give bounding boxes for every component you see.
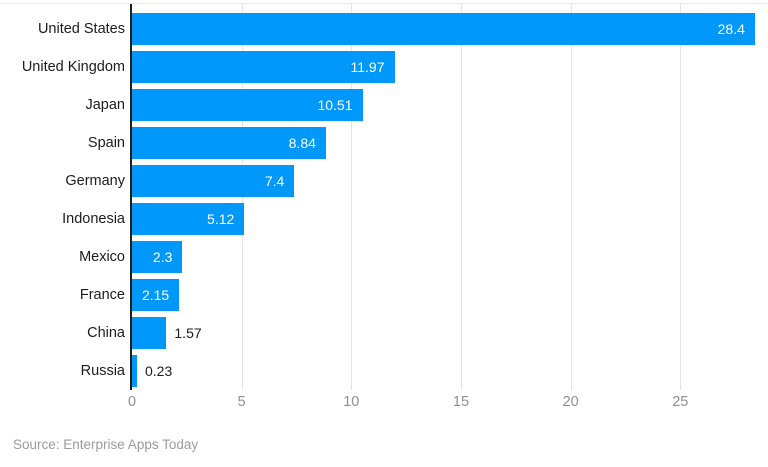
x-tick-label: 15 bbox=[452, 394, 470, 410]
category-label: Russia bbox=[80, 363, 125, 379]
bar: 28.4 bbox=[132, 13, 755, 45]
bar-row: Japan 10.51 bbox=[0, 89, 768, 121]
bar-row: Spain 8.84 bbox=[0, 127, 768, 159]
category-label: China bbox=[87, 325, 125, 341]
bar: 2.15 bbox=[132, 279, 180, 311]
category-label: United Kingdom bbox=[21, 59, 125, 75]
bar-row: Russia 0.23 bbox=[0, 355, 768, 387]
value-label: 2.15 bbox=[141, 287, 170, 303]
bar: 10.51 bbox=[132, 89, 363, 121]
bar: 8.84 bbox=[132, 127, 326, 159]
bar-row: United States 28.4 bbox=[0, 13, 768, 45]
gridline-x-15 bbox=[461, 4, 462, 390]
x-tick-label: 10 bbox=[343, 394, 360, 410]
bar-row: Mexico 2.3 bbox=[0, 241, 768, 273]
bar: 11.97 bbox=[132, 51, 395, 83]
x-tick-label: 5 bbox=[237, 394, 246, 410]
bar: 7.4 bbox=[132, 165, 295, 197]
bar: 5.12 bbox=[132, 203, 245, 235]
value-label: 7.4 bbox=[264, 173, 285, 189]
category-label: United States bbox=[37, 21, 125, 37]
category-label: Germany bbox=[65, 173, 125, 189]
value-label: 28.4 bbox=[717, 21, 745, 37]
x-tick-label: 20 bbox=[562, 394, 579, 410]
category-label: Japan bbox=[85, 97, 125, 113]
y-axis-line bbox=[130, 4, 132, 390]
x-tick-label: 0 bbox=[127, 394, 137, 410]
plot-area bbox=[132, 4, 756, 390]
bar-row: Germany 7.4 bbox=[0, 165, 768, 197]
value-label: 11.97 bbox=[350, 59, 385, 75]
bar-row: United Kingdom 11.97 bbox=[0, 51, 768, 83]
chart-top-border bbox=[0, 3, 768, 4]
gridline-x-20 bbox=[570, 4, 572, 390]
category-label: Indonesia bbox=[62, 211, 125, 227]
value-label: 10.51 bbox=[317, 97, 353, 113]
gridline-x-10 bbox=[351, 4, 353, 390]
value-label: 5.12 bbox=[207, 211, 235, 227]
bar-row: Indonesia 5.12 bbox=[0, 203, 768, 235]
bar: 2.3 bbox=[132, 241, 183, 273]
x-tick-label: 25 bbox=[672, 394, 689, 410]
source-caption: Source: Enterprise Apps Today bbox=[13, 437, 199, 452]
category-label: Spain bbox=[87, 135, 125, 151]
bar: 0.23 bbox=[132, 355, 172, 387]
value-label: 2.3 bbox=[152, 249, 173, 265]
bar-row: China 1.57 bbox=[0, 317, 768, 349]
bar-row: France 2.15 bbox=[0, 279, 768, 311]
category-label: France bbox=[79, 287, 125, 303]
gridline-x-5 bbox=[241, 4, 243, 390]
value-label: 8.84 bbox=[288, 135, 316, 151]
gridline-x-25 bbox=[680, 4, 682, 390]
value-label: 1.57 bbox=[174, 325, 202, 341]
category-label: Mexico bbox=[79, 249, 125, 265]
value-label: 0.23 bbox=[145, 363, 173, 379]
bar: 1.57 bbox=[132, 317, 202, 349]
